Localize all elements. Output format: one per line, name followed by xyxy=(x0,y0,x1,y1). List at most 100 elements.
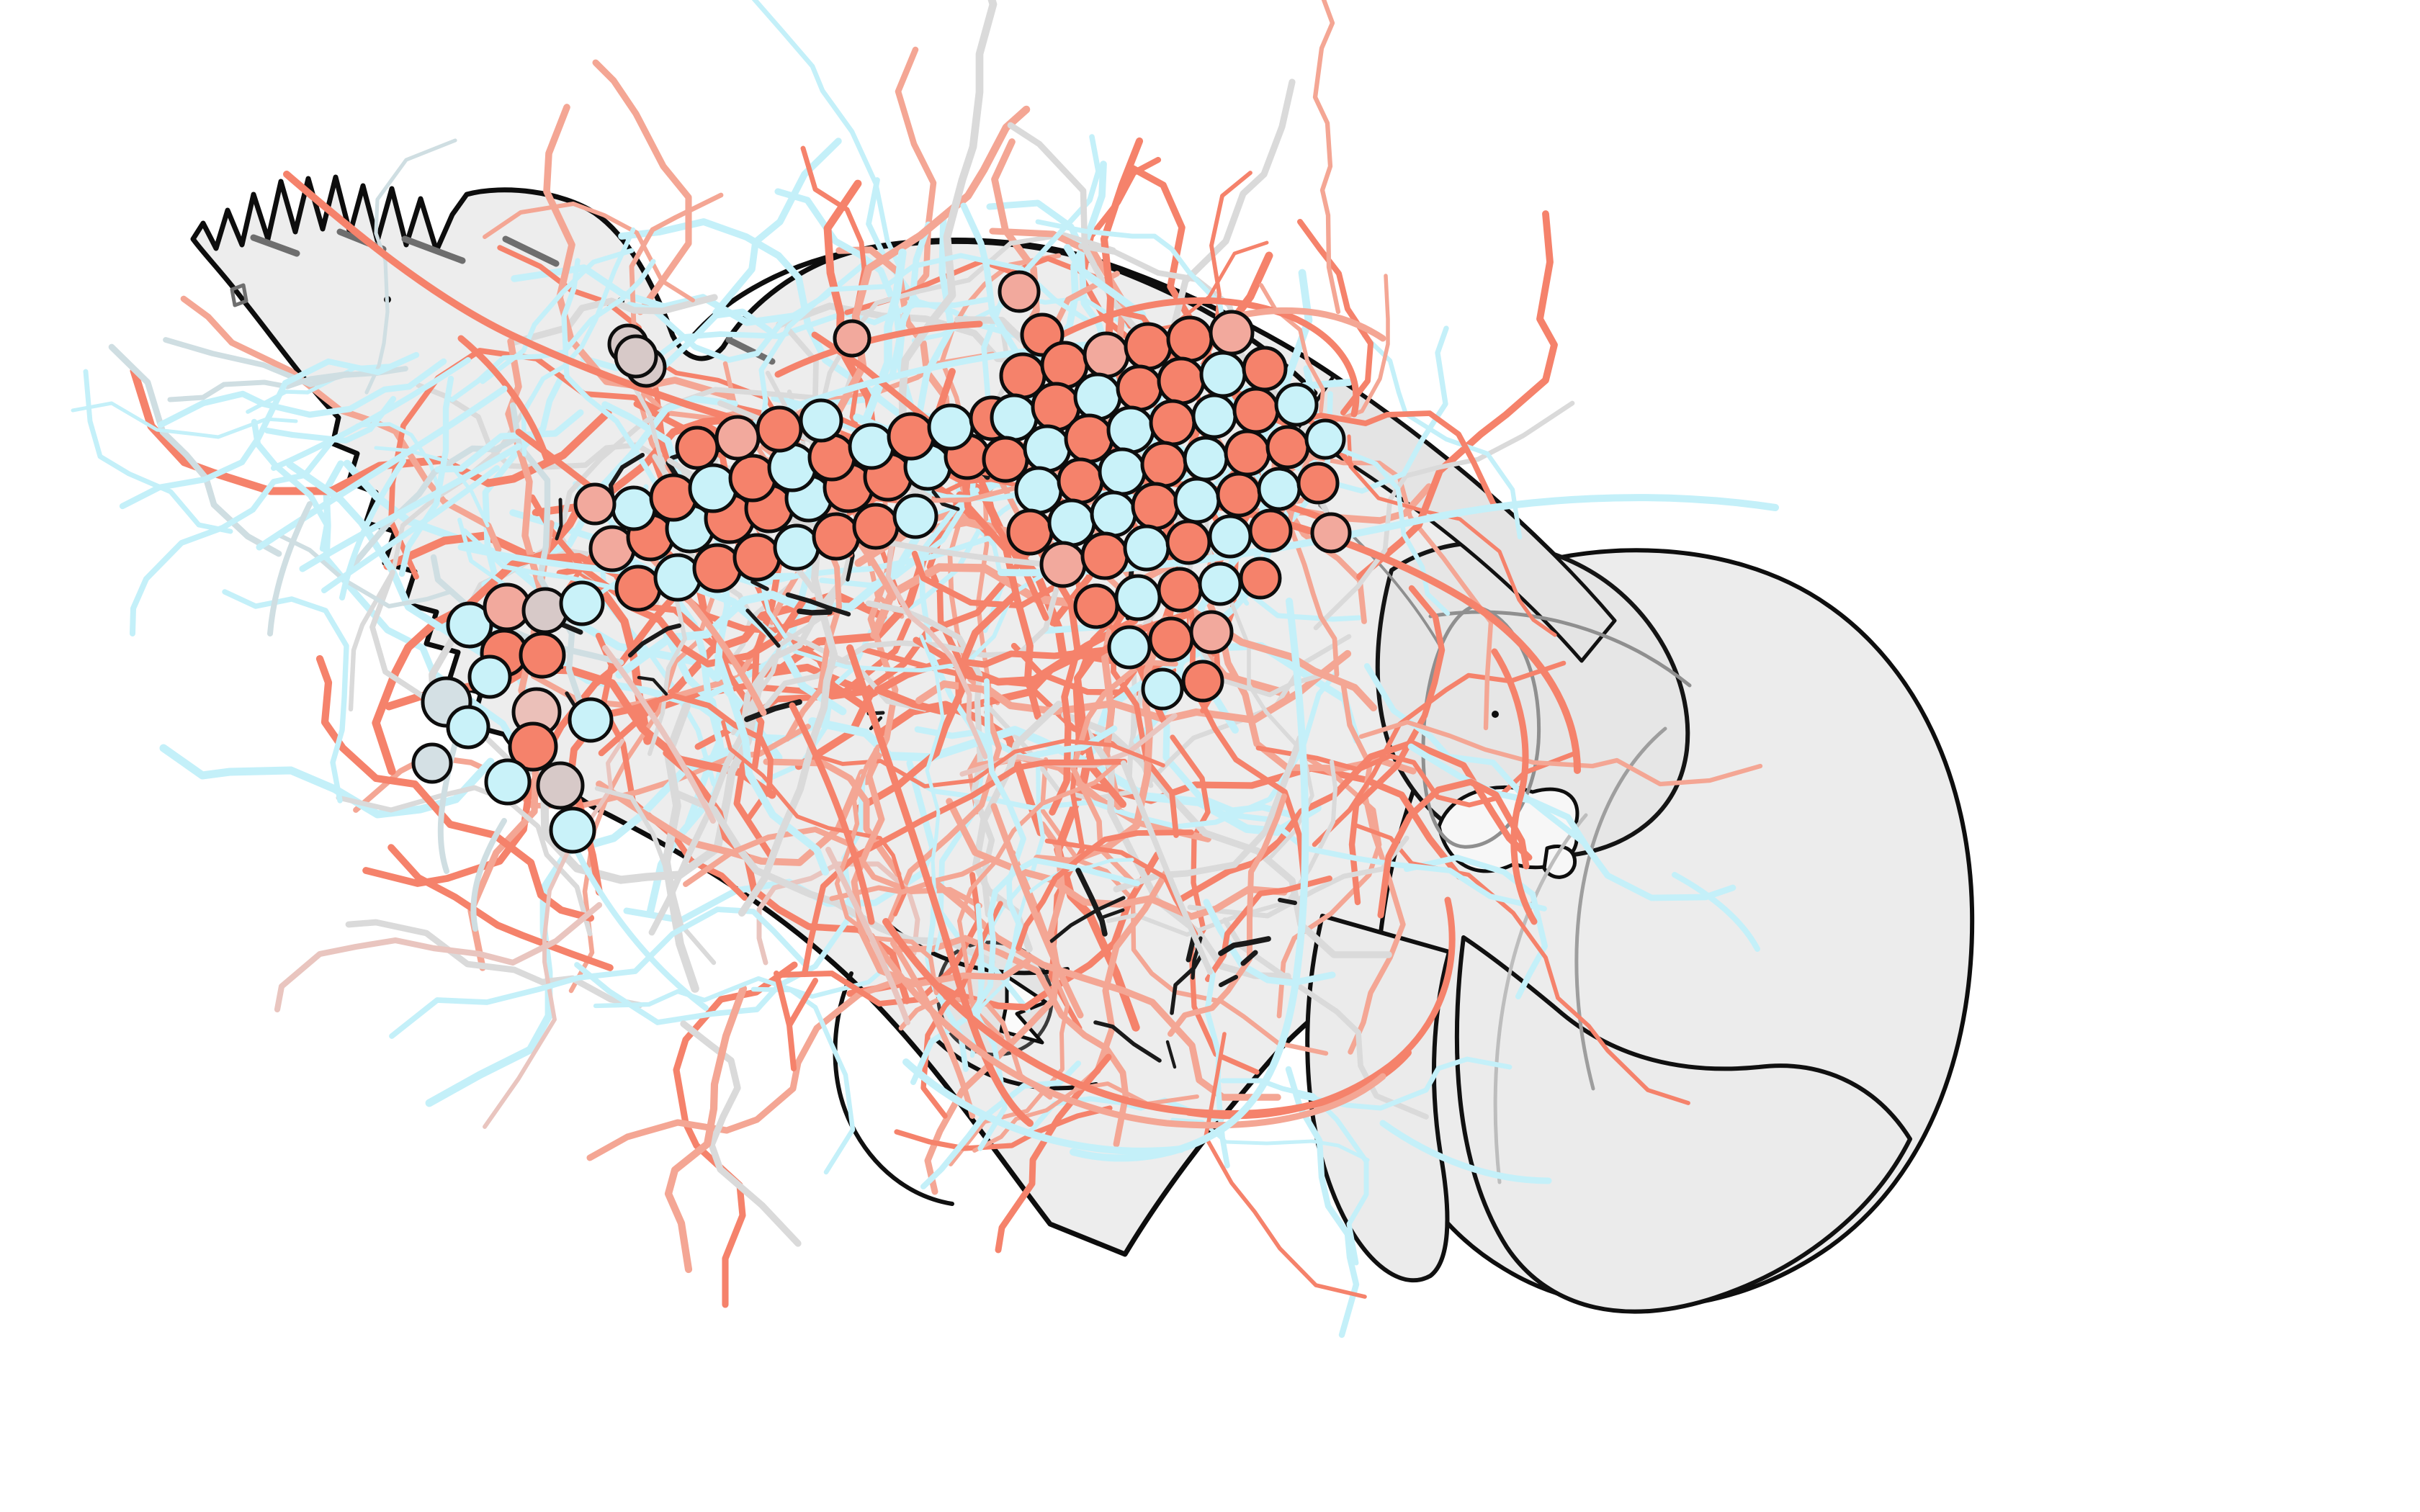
soma xyxy=(508,721,558,772)
neurite-strand-cyan xyxy=(1672,872,1760,952)
soma xyxy=(1257,467,1301,511)
soma xyxy=(1199,351,1247,398)
soma xyxy=(756,405,803,453)
neurite-fuzz-spray-left xyxy=(278,534,454,608)
neurite-strand-steel xyxy=(470,818,507,932)
soma xyxy=(1006,508,1054,556)
neurite-fuzz-tangle-bottom xyxy=(910,858,1140,1085)
neurite-fuzz-tangle-top xyxy=(751,0,902,318)
anatomy-curve-hatch-4 xyxy=(502,235,560,267)
soma xyxy=(1166,315,1214,363)
neurite-strand-pale_rose xyxy=(825,847,910,1025)
soma xyxy=(484,758,532,806)
soma xyxy=(732,533,781,582)
neurite-fuzz-tangle-low xyxy=(815,739,1165,788)
soma xyxy=(1265,425,1310,469)
soma xyxy=(568,697,614,743)
neurite-fuzz-tangle-core xyxy=(425,740,748,1107)
soma xyxy=(892,493,938,539)
neurite-fuzz-tangle-bottom xyxy=(1293,1056,1512,1111)
neurite-fuzz-ink-dashes xyxy=(797,608,833,616)
neurite-strand-coral xyxy=(774,971,818,1071)
neurite-fuzz-spray-left xyxy=(130,437,336,636)
neurite-fuzz-ink-dashes-2 xyxy=(1170,952,1204,1015)
soma xyxy=(1014,466,1063,515)
neurite-fuzz-tangle-top xyxy=(483,202,695,302)
soma xyxy=(1080,531,1129,580)
soma xyxy=(1114,574,1162,621)
neurite-fuzz-overflow-top-right xyxy=(1361,333,1523,540)
soma xyxy=(1107,625,1152,670)
neurite-fuzz-spray-left xyxy=(449,258,656,402)
neurite-strand-coral xyxy=(846,644,1034,1127)
neurite-fuzz-tangle-right xyxy=(1313,400,1575,631)
neurite-fuzz-spray-left xyxy=(83,369,233,534)
neurite-fuzz-ink-dashes-2 xyxy=(1075,868,1108,937)
soma xyxy=(559,580,605,626)
neurite-fuzz-ink-dashes xyxy=(637,675,668,696)
soma xyxy=(1141,667,1184,711)
soma xyxy=(927,403,974,451)
neurite-fuzz-ink-dashes xyxy=(785,592,851,617)
soma xyxy=(1191,393,1237,439)
neurite-fuzz-tangle-bottom xyxy=(920,1060,1082,1190)
soma xyxy=(1181,660,1224,703)
neurite-fuzz-tangle-bottom xyxy=(978,858,1134,1010)
neurite-fuzz-tangle-bottom xyxy=(1203,899,1336,986)
neurite-fuzz-tangle-bottom xyxy=(1204,1032,1367,1299)
neurite-fuzz-tangle-bottom xyxy=(894,1105,1113,1151)
neurite-fuzz-overflow-top-right xyxy=(1258,325,1449,494)
soma xyxy=(1047,498,1096,547)
neurite-fuzz-tangle-top xyxy=(642,296,994,369)
neurite-fuzz-spray-left xyxy=(434,409,584,473)
neurite-fuzz-tangle-top xyxy=(895,46,937,301)
soma xyxy=(887,412,936,461)
neurite-fuzz-spray-left xyxy=(364,138,457,395)
neurite-fuzz-tangle-right xyxy=(853,592,1018,813)
soma xyxy=(688,463,738,513)
anatomy-curve-hatch-3 xyxy=(401,235,466,264)
neurite-fuzz-ink-dashes xyxy=(627,623,682,658)
neurite-fuzz-tangle-right xyxy=(1351,822,1690,1105)
neurite-fuzz-tangle-bottom xyxy=(898,994,1053,1100)
neurite-fuzz-spray-left xyxy=(108,343,282,557)
neurite-fuzz-tangle-bottom xyxy=(892,935,1129,1148)
neurite-fuzz-overflow-top-right xyxy=(1297,219,1373,415)
soma xyxy=(1057,457,1104,505)
neurite-fuzz-spray-left xyxy=(264,395,397,444)
neurite-fuzz-ink-dashes-2 xyxy=(1165,1040,1177,1069)
soma xyxy=(833,319,871,358)
soma xyxy=(1090,490,1137,538)
anatomy-curve-hatch-1 xyxy=(250,234,300,257)
neurite-fuzz-tangle-core xyxy=(877,701,1045,837)
neurite-fuzz-spray-left xyxy=(222,589,349,804)
neurite-strand-pale_gray xyxy=(1121,760,1213,975)
neurite-strand-pale_rose xyxy=(602,645,716,824)
soma xyxy=(1148,616,1194,662)
neurite-fuzz-tangle-low xyxy=(389,906,810,1039)
neurite-fuzz-ink-dashes xyxy=(555,498,563,541)
neurite-fuzz-tangle-low xyxy=(885,502,988,760)
neurite-fuzz-tangle-low xyxy=(887,709,1002,923)
neurite-fuzz-tangle-low xyxy=(274,901,603,1013)
soma xyxy=(1224,429,1271,477)
soma xyxy=(848,423,895,470)
neurite-fuzz-tangle-bottom xyxy=(1168,793,1287,1037)
soma xyxy=(1157,356,1206,405)
soma xyxy=(446,705,490,750)
soma xyxy=(1242,346,1288,392)
neurite-strand-cyan xyxy=(256,385,508,551)
soma xyxy=(714,415,761,461)
soma xyxy=(1310,512,1352,554)
soma xyxy=(1039,541,1087,588)
soma xyxy=(998,270,1041,313)
neurite-fuzz-spray-left xyxy=(119,351,420,510)
neurite-fuzz-overflow-top-right xyxy=(1347,434,1557,637)
soma xyxy=(549,806,596,854)
neurite-strand-coral xyxy=(283,171,691,408)
neurite-fuzz-tangle-right xyxy=(1276,755,1382,1019)
soma xyxy=(614,564,662,612)
neurite-fuzz-tangle-right xyxy=(1377,778,1530,919)
